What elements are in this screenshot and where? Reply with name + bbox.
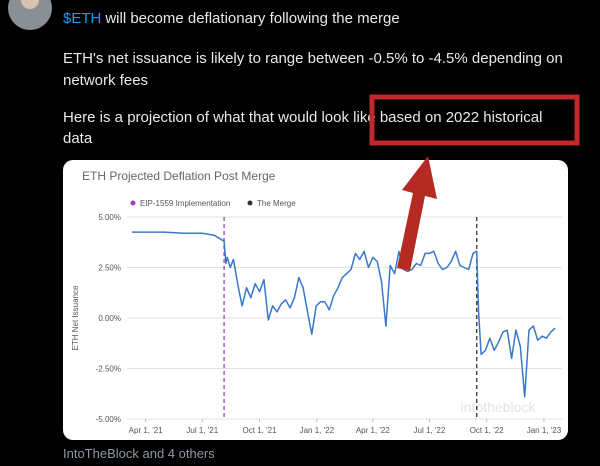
y-tick-label: 2.50% [98, 264, 121, 273]
x-tick-label: Jan 1, '23 [527, 426, 562, 435]
legend-marker [130, 200, 136, 206]
y-tick-label: 0.00% [98, 314, 121, 323]
x-tick-label: Oct 1, '21 [243, 426, 278, 435]
chart-title: ETH Projected Deflation Post Merge [82, 169, 276, 183]
x-tick-label: Jan 1, '22 [300, 426, 335, 435]
highlight-box [369, 94, 580, 146]
x-tick-label: Apr 1, '21 [129, 426, 164, 435]
tweet-text: data [63, 130, 93, 147]
avatar[interactable] [8, 0, 52, 30]
y-tick-label: -2.50% [96, 365, 121, 374]
cashtag[interactable]: $ETH [63, 10, 101, 27]
x-tick-label: Jul 1, '21 [186, 426, 218, 435]
tweet-text: will become deflationary following the m… [104, 10, 399, 27]
footer[interactable]: IntoTheBlock and 4 others [63, 446, 215, 461]
x-tick-label: Jul 1, '22 [414, 426, 446, 435]
legend-label: The Merge [257, 199, 296, 208]
annotation-arrow [397, 156, 437, 271]
y-tick-label: -5.00% [96, 415, 121, 424]
x-tick-label: Apr 1, '22 [356, 426, 391, 435]
chart: ETH Projected Deflation Post Merge ETH N… [71, 169, 562, 435]
x-tick-label: Oct 1, '22 [470, 426, 505, 435]
legend-label: EIP-1559 Implementation [140, 199, 230, 208]
watermark: intotheblock [461, 399, 537, 415]
tweet-first-line: $ETH will become deflationary following t… [63, 10, 400, 27]
tweet-text: ETH's net issuance is likely to range be… [63, 50, 563, 67]
tweet-text: network fees [63, 72, 148, 89]
avatar-face [21, 0, 39, 9]
y-axis-label: ETH Net Issuance [71, 285, 80, 350]
chart-card[interactable] [63, 160, 568, 440]
legend-marker [247, 200, 253, 206]
tweet-text: Here is a projection of what that would … [63, 109, 542, 126]
data-line [132, 231, 556, 398]
y-tick-label: 5.00% [98, 213, 121, 222]
